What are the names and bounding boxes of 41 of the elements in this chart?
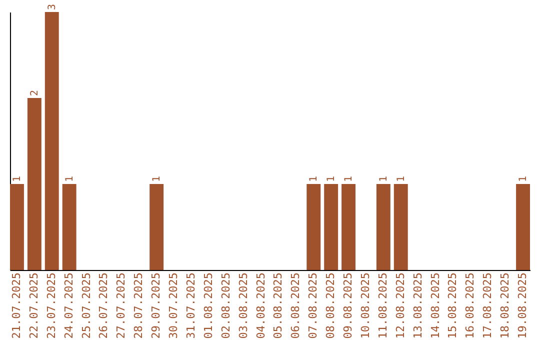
x-tick-label: 07.08.2025 [306,272,320,339]
x-tick-label: 30.07.2025 [167,272,180,339]
x-tick-label: 17.08.2025 [481,272,494,339]
x-tick-label: 24.07.2025 [62,272,76,339]
data-label: 1 [344,176,355,182]
x-tick-label: 18.08.2025 [498,272,512,339]
x-tick-label: 14.08.2025 [428,272,442,339]
x-tick-label: 23.07.2025 [44,272,58,339]
x-tick-label: 12.08.2025 [394,272,407,339]
data-label: 1 [152,176,163,182]
x-tick-label: 02.08.2025 [219,272,232,339]
x-tick-label: 22.07.2025 [27,272,40,339]
x-tick-label: 21.07.2025 [10,272,23,339]
x-tick-label: 10.08.2025 [358,272,372,339]
x-tick-label: 05.08.2025 [272,272,285,339]
x-tick-label: 26.07.2025 [97,272,110,339]
x-tick-label: 01.08.2025 [202,272,215,339]
x-tick-label: 28.07.2025 [132,272,146,339]
data-label: 1 [308,176,320,182]
x-tick-label: 15.08.2025 [446,272,460,339]
x-tick-label: 08.08.2025 [324,272,338,339]
x-tick-label: 04.08.2025 [254,272,268,339]
data-label: 1 [518,176,530,182]
data-label: 3 [46,4,58,10]
x-tick-label: 06.08.2025 [289,272,302,339]
data-label: 1 [64,176,76,182]
x-tick-label: 11.08.2025 [376,272,390,339]
x-tick-label: 19.08.2025 [516,272,530,339]
x-tick-label: 25.07.2025 [80,272,93,339]
data-label: 1 [326,176,338,182]
data-label: 1 [378,176,390,182]
x-tick-label: 27.07.2025 [114,272,128,339]
data-label: 1 [12,176,23,182]
x-tick-label: 13.08.2025 [411,272,424,339]
x-tick-label: 31.07.2025 [184,272,198,339]
x-tick-label: 09.08.2025 [342,272,355,339]
x-tick-label: 16.08.2025 [464,272,477,339]
x-tick-label: 03.08.2025 [236,272,250,339]
x-tick-label: 29.07.2025 [150,272,163,339]
data-label: 2 [29,90,40,96]
data-label: 1 [396,176,407,182]
